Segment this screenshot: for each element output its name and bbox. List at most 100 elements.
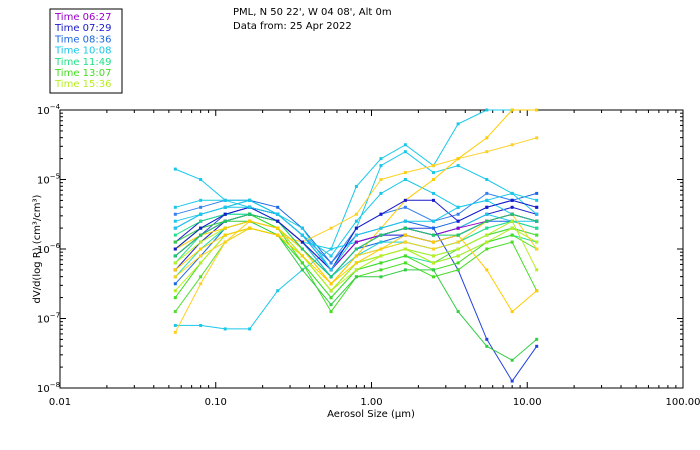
data-point (403, 150, 407, 154)
data-point (403, 219, 407, 223)
data-point (535, 240, 539, 244)
data-point (379, 212, 383, 216)
data-point (431, 226, 435, 230)
data-point (456, 233, 460, 237)
data-point (223, 240, 227, 244)
data-point (485, 178, 489, 181)
data-point (431, 219, 435, 223)
data-point (199, 226, 203, 230)
data-point (485, 233, 489, 237)
data-point (403, 233, 407, 237)
series-line (175, 213, 537, 330)
series-layer (173, 108, 539, 383)
data-point (431, 164, 435, 168)
data-point (485, 108, 489, 112)
data-point (329, 268, 333, 272)
data-point (510, 198, 514, 202)
data-point (276, 233, 280, 237)
series-s12 (173, 212, 539, 293)
data-point (354, 275, 358, 279)
data-point (173, 310, 177, 314)
data-point (300, 240, 304, 244)
data-point (354, 240, 358, 244)
data-point (456, 205, 460, 209)
data-point (173, 226, 177, 230)
data-point (485, 344, 489, 348)
data-point (431, 178, 435, 181)
y-tick-label: 10−5 (37, 173, 60, 187)
data-point (485, 212, 489, 216)
data-point (354, 219, 358, 223)
data-point (173, 212, 177, 216)
data-point (276, 289, 280, 293)
data-point (173, 330, 177, 334)
data-point (510, 233, 514, 237)
data-point (223, 226, 227, 230)
data-point (173, 275, 177, 279)
chart-subtitle: Data from: 25 Apr 2022 (233, 21, 352, 32)
x-tick-label: 100.00 (666, 397, 700, 408)
data-point (535, 212, 539, 216)
data-point (248, 327, 252, 331)
series-s26 (173, 212, 539, 279)
data-point (199, 261, 203, 265)
data-point (276, 226, 280, 230)
y-tick-exponent: −5 (50, 173, 60, 181)
data-point (173, 167, 177, 171)
data-point (403, 247, 407, 251)
data-point (456, 164, 460, 168)
data-point (199, 205, 203, 209)
y-tick-exponent: −7 (50, 312, 60, 320)
data-point (431, 275, 435, 279)
data-point (456, 212, 460, 216)
data-point (403, 178, 407, 181)
data-point (485, 136, 489, 140)
data-point (223, 212, 227, 216)
data-point (403, 226, 407, 230)
data-point (199, 212, 203, 216)
data-point (300, 226, 304, 230)
data-point (485, 198, 489, 202)
data-point (248, 226, 252, 230)
data-point (510, 108, 514, 112)
data-point (403, 205, 407, 209)
data-point (485, 247, 489, 251)
series-s03 (173, 205, 539, 383)
data-point (403, 254, 407, 258)
data-point (510, 310, 514, 314)
data-point (535, 247, 539, 251)
data-point (329, 226, 333, 230)
data-point (300, 233, 304, 237)
data-point (535, 344, 539, 348)
data-point (485, 219, 489, 223)
legend-entry: Time 10:08 (54, 46, 111, 57)
data-point (223, 198, 227, 202)
x-tick-label: 0.10 (205, 397, 227, 408)
data-point (510, 240, 514, 244)
data-point (485, 191, 489, 195)
data-point (329, 254, 333, 258)
data-point (173, 240, 177, 244)
data-point (510, 143, 514, 147)
data-point (300, 268, 304, 272)
data-point (354, 212, 358, 216)
series-s08 (173, 212, 539, 331)
data-point (431, 254, 435, 258)
data-point (485, 268, 489, 272)
data-point (535, 268, 539, 272)
data-point (300, 247, 304, 251)
data-point (276, 205, 280, 209)
data-point (199, 282, 203, 286)
x-tick-label: 10.00 (513, 397, 542, 408)
data-point (329, 247, 333, 251)
series-s27 (173, 198, 539, 272)
data-point (510, 358, 514, 362)
data-point (510, 219, 514, 223)
data-point (300, 254, 304, 258)
data-point (173, 268, 177, 272)
data-point (223, 205, 227, 209)
data-point (379, 157, 383, 161)
data-point (431, 261, 435, 265)
data-point (354, 247, 358, 251)
y-tick-label: 10−8 (37, 381, 60, 395)
